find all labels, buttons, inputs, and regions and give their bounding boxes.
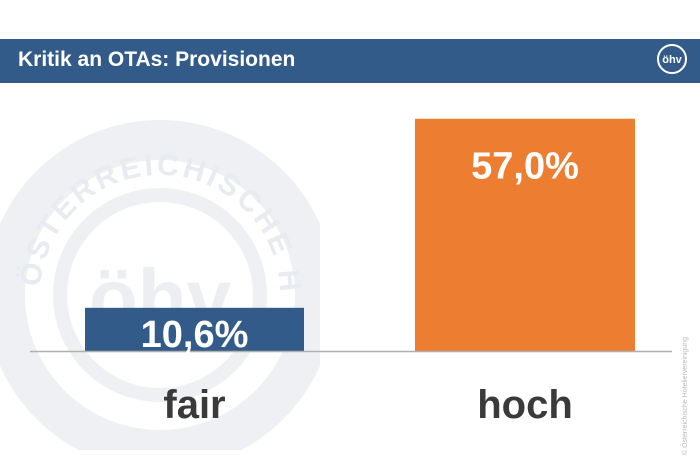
logo-text: öhv	[662, 54, 682, 66]
category-label-fair: fair	[163, 383, 225, 427]
ohv-logo-icon: öhv	[657, 44, 687, 74]
bar-fair	[85, 307, 304, 351]
data-label-fair: 10,6%	[141, 314, 249, 356]
bar-hoch	[415, 118, 635, 351]
page-title: Kritik an OTAs: Provisionen	[18, 48, 296, 71]
data-label-hoch: 57,0%	[471, 146, 579, 188]
category-label-hoch: hoch	[477, 383, 573, 427]
title-bar: Kritik an OTAs: Provisionen öhv	[0, 39, 700, 83]
